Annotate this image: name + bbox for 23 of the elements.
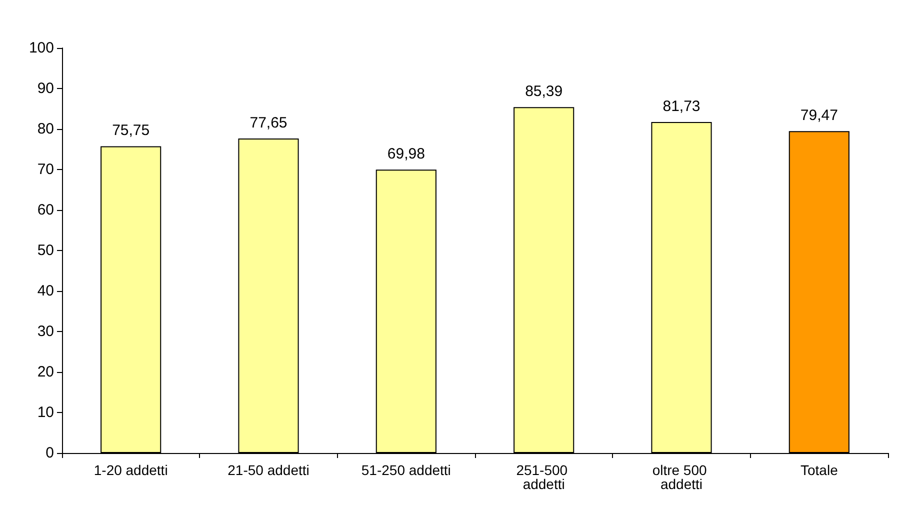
data-label: 81,73: [662, 98, 700, 115]
y-tick-label: 40: [37, 282, 54, 300]
y-tick-label: 0: [46, 444, 54, 462]
data-label: 79,47: [800, 107, 838, 124]
y-tick-label: 70: [37, 161, 54, 178]
data-label: 69,98: [387, 146, 425, 163]
y-tick-label: 100: [28, 40, 54, 56]
data-label: 85,39: [525, 83, 563, 100]
x-tick-label: 1-20 addetti: [94, 462, 168, 478]
y-tick-label: 60: [37, 202, 54, 218]
y-tick-label: 80: [37, 120, 54, 138]
x-tick-label: 21-50 addetti: [228, 462, 310, 478]
data-label: 75,75: [112, 122, 150, 140]
y-tick-label: 90: [37, 80, 54, 97]
y-tick-label: 50: [37, 242, 54, 259]
y-tick-label: 10: [37, 404, 54, 421]
x-tick-label: 51-250 addetti: [361, 462, 451, 478]
x-tick-label: oltre 500 addetti: [652, 462, 711, 492]
x-tick-label: 251-500 addetti: [516, 462, 572, 492]
y-tick-label: 20: [37, 364, 54, 380]
y-tick-label: 30: [37, 323, 54, 340]
x-tick-label: Totale: [800, 462, 838, 478]
data-label: 77,65: [250, 114, 288, 132]
